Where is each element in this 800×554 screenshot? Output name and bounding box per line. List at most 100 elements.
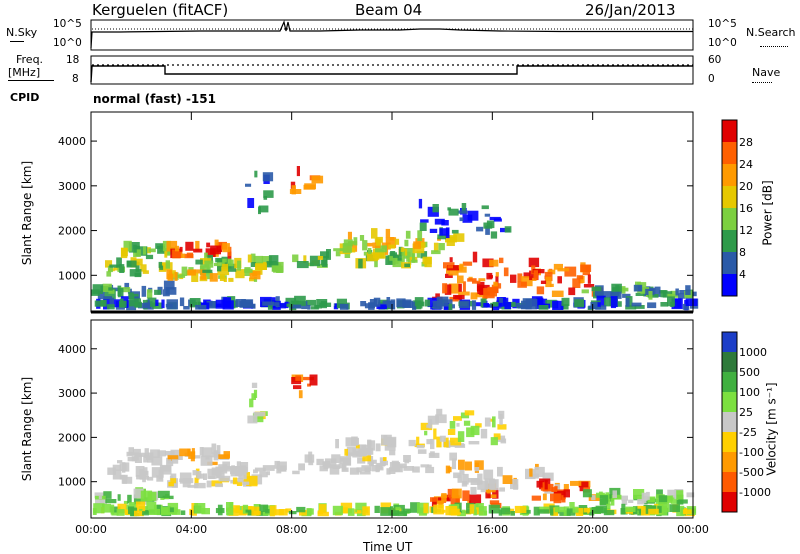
echo-cell (595, 305, 607, 310)
echo-cell (431, 250, 441, 255)
echo-cell (183, 306, 190, 310)
echo-cell (230, 467, 236, 475)
echo-cell (436, 408, 443, 416)
echo-cell (174, 271, 178, 281)
echo-cell (420, 464, 430, 468)
echo-cell (341, 507, 348, 514)
echo-cell (215, 299, 225, 309)
echo-cell (437, 234, 446, 240)
echo-cell (493, 433, 501, 440)
echo-cell (550, 493, 560, 502)
echo-cell (349, 467, 360, 475)
echo-cell (105, 499, 117, 504)
noise-tick-left-bottom: 10^0 (53, 37, 82, 49)
echo-cell (420, 251, 428, 259)
echo-cell (466, 427, 475, 438)
echo-cell (307, 383, 311, 387)
echo-cell (180, 510, 186, 515)
echo-cell (648, 508, 659, 515)
echo-cell (194, 503, 206, 514)
echo-cell (293, 385, 302, 390)
echo-cell (420, 219, 429, 223)
echo-cell (563, 506, 570, 516)
echo-cell (151, 456, 163, 466)
echo-cell (416, 445, 425, 449)
y-tick-label: 3000 (58, 387, 86, 400)
echo-cell (170, 449, 180, 460)
velocity-colorbar-tick-label: -500 (739, 466, 764, 479)
echo-cell (165, 451, 175, 456)
echo-cell (332, 505, 343, 516)
velocity-colorbar-tick-label: -25 (739, 426, 757, 439)
echo-cell (249, 475, 258, 487)
echo-cell (164, 248, 168, 258)
y-tick-label: 4000 (58, 343, 86, 356)
echo-cell (617, 301, 622, 307)
echo-cell (528, 257, 540, 268)
echo-cell (286, 303, 293, 307)
echo-cell (148, 248, 156, 253)
echo-cell (230, 469, 242, 477)
echo-cell (371, 228, 378, 239)
echo-cell (243, 472, 250, 482)
echo-cell (274, 302, 280, 306)
echo-cell (147, 297, 157, 307)
echo-cell (475, 293, 486, 298)
power-echo-regions (91, 166, 699, 311)
echo-cell (202, 272, 213, 280)
velocity-colorbar-swatch (722, 352, 737, 373)
echo-cell (194, 477, 199, 486)
echo-cell (156, 475, 164, 482)
echo-cell (133, 258, 143, 266)
echo-cell (188, 451, 196, 459)
echo-cell (226, 507, 234, 516)
echo-cell (228, 508, 239, 516)
echo-cell (303, 255, 307, 263)
echo-cell (647, 294, 659, 298)
echo-cell (576, 275, 584, 280)
echo-cell (135, 261, 140, 272)
echo-cell (175, 245, 180, 252)
echo-cell (106, 304, 115, 310)
echo-cell (498, 410, 505, 419)
echo-cell (426, 424, 431, 428)
echo-cell (295, 375, 301, 381)
echo-cell (253, 255, 264, 265)
echo-cell (389, 255, 393, 261)
echo-cell (393, 510, 399, 516)
echo-cell (367, 439, 372, 447)
cpid-label: CPID (10, 91, 40, 104)
echo-cell (256, 510, 269, 516)
echo-cell (473, 509, 477, 516)
echo-cell (135, 246, 148, 256)
echo-cell (167, 455, 179, 460)
echo-cell (206, 480, 212, 488)
echo-cell (206, 301, 216, 309)
echo-cell (235, 269, 245, 279)
echo-cell (641, 492, 647, 504)
echo-cell (587, 274, 591, 284)
axes-layer: 1000 2000 3000 4000 1000 2000 3000 4000 00:00 04:… (58, 112, 709, 536)
echo-cell (292, 254, 299, 263)
x-axis-label: Time UT (363, 540, 413, 554)
echo-cell (492, 488, 499, 499)
echo-cell (364, 303, 375, 309)
echo-cell (676, 490, 684, 500)
echo-cell (244, 303, 256, 309)
echo-cell (631, 302, 642, 307)
noise-tick-right-bottom: 10^0 (708, 37, 737, 49)
echo-cell (304, 183, 316, 190)
echo-cell (633, 284, 643, 292)
echo-cell (359, 471, 371, 475)
echo-cell (667, 293, 676, 297)
echo-cell (467, 210, 479, 221)
echo-cell (356, 510, 362, 514)
echo-cell (474, 460, 484, 470)
echo-cell (154, 289, 162, 295)
echo-cell (403, 508, 411, 514)
echo-cell (469, 504, 475, 514)
echo-cell (165, 303, 173, 308)
echo-cell (336, 298, 347, 309)
echo-cell (291, 185, 296, 195)
echo-cell (450, 497, 460, 506)
